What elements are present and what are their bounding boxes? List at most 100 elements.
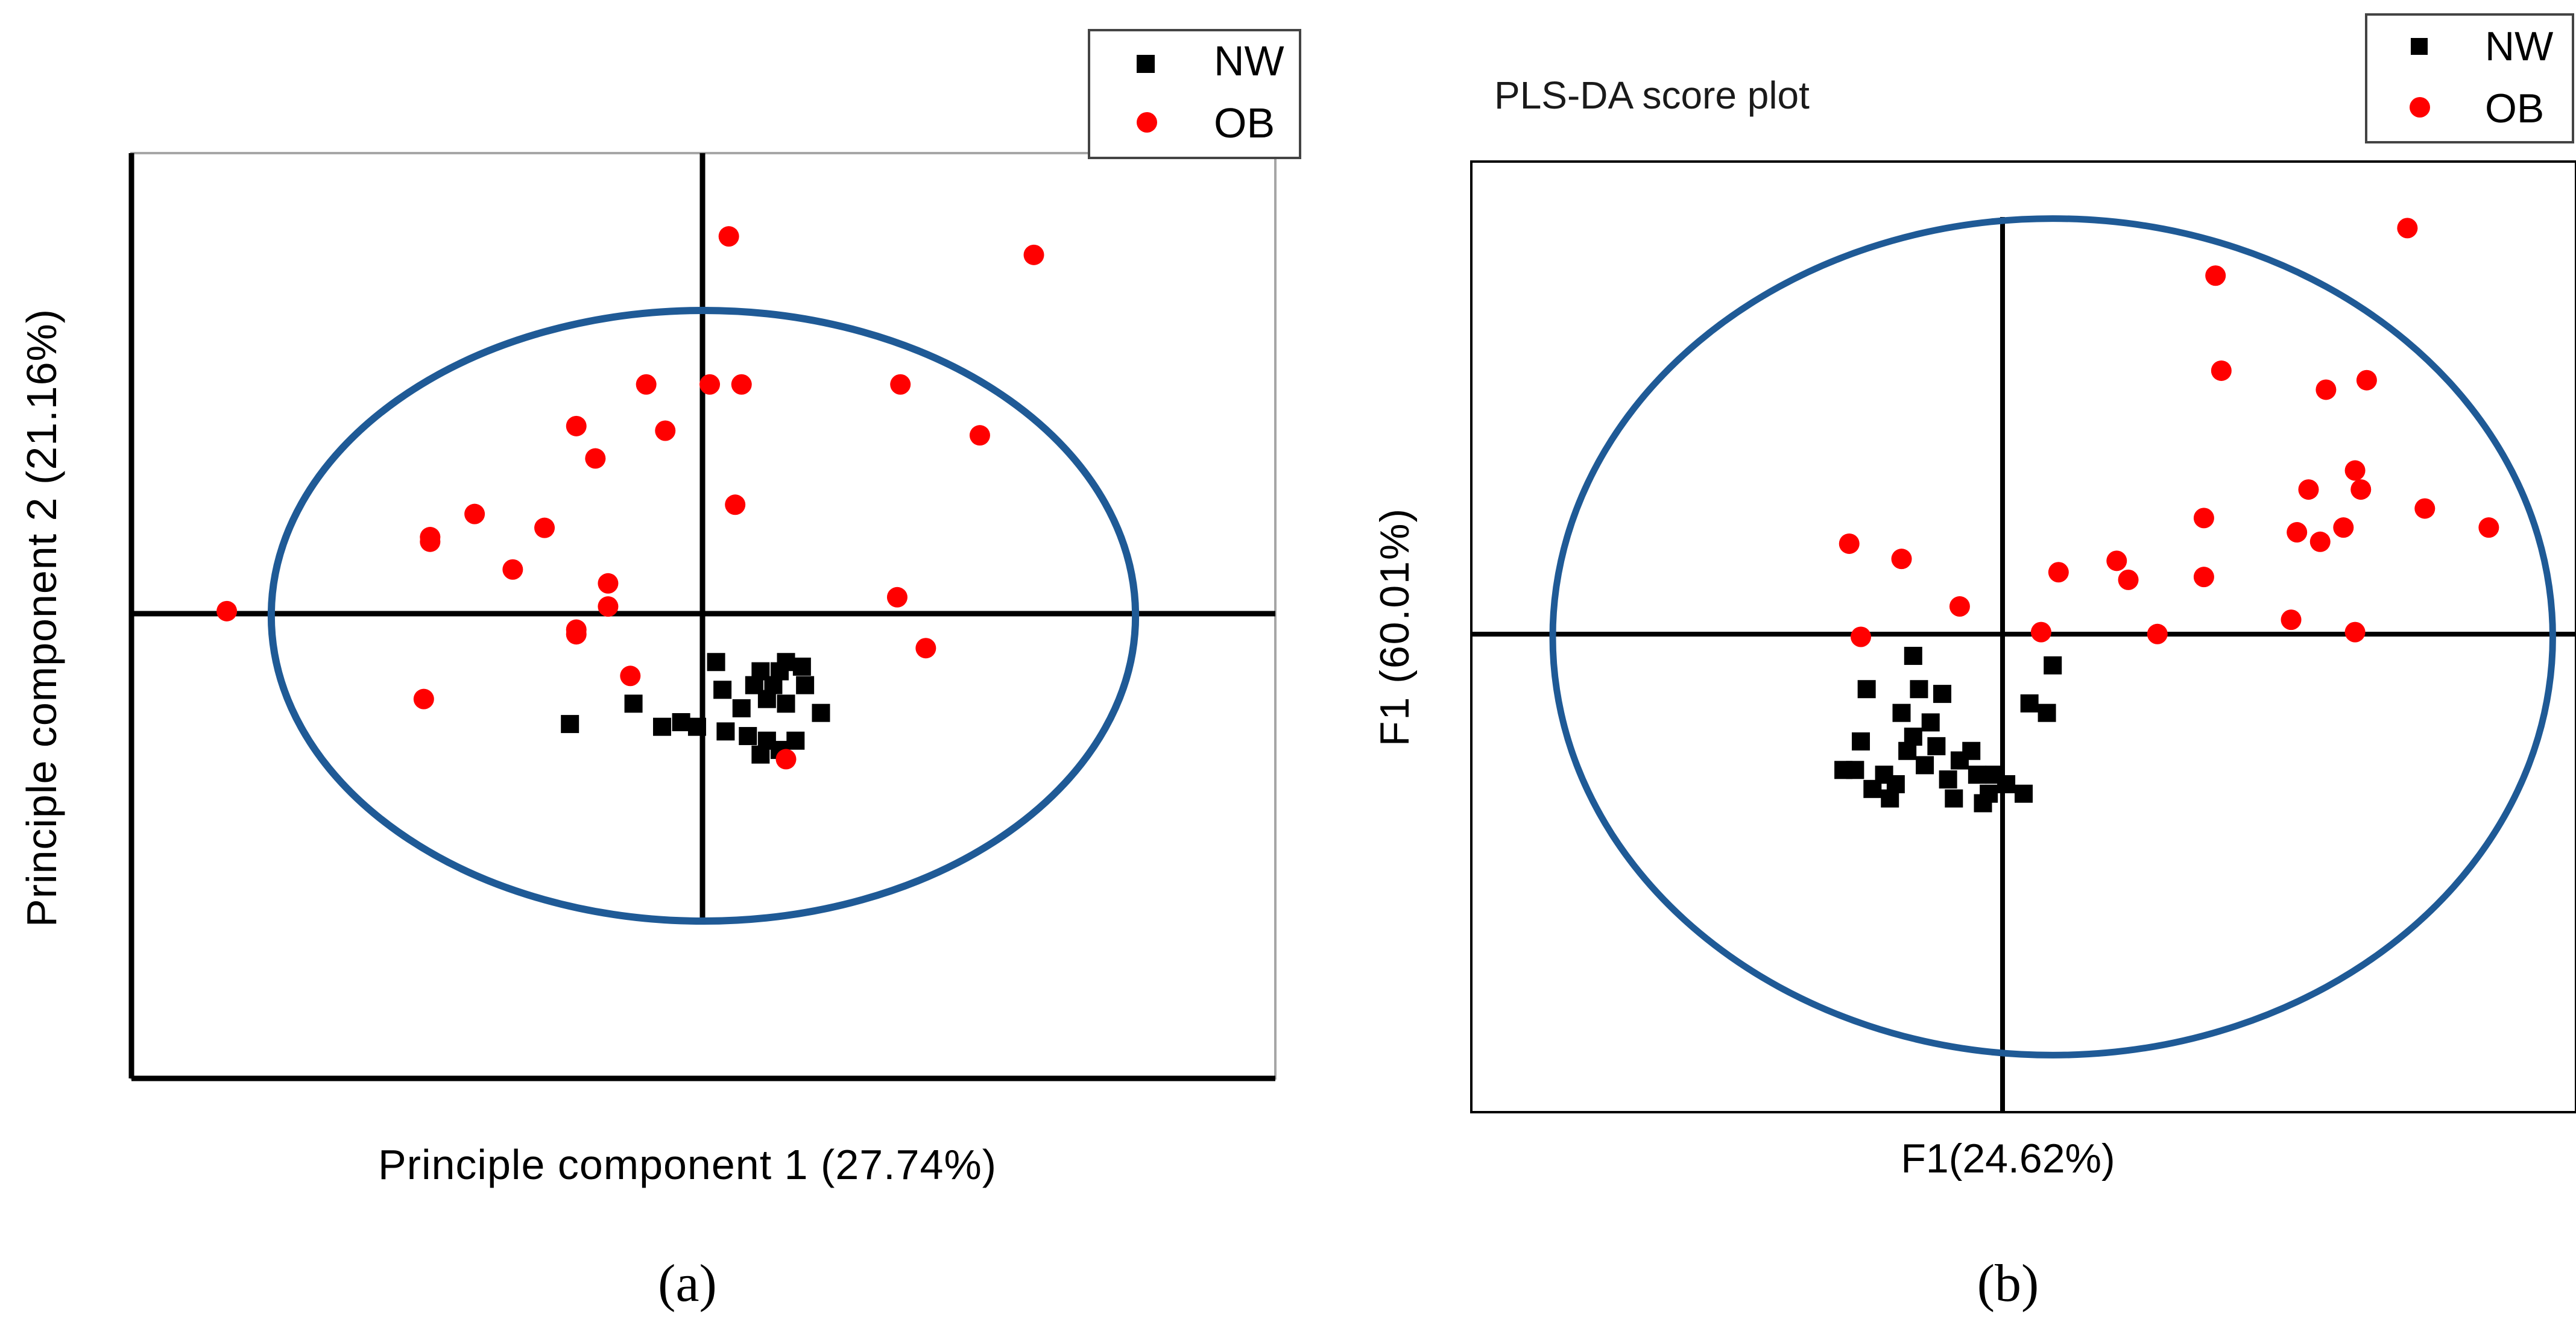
panel-b-ob-point-14 xyxy=(2281,609,2302,631)
panel-b-ob-point-12 xyxy=(2205,265,2226,286)
panel-a-ob-point-13 xyxy=(598,596,619,617)
panel-a-nw-point-4 xyxy=(672,713,690,732)
panel-a-nw-point-2 xyxy=(624,694,643,713)
panel-a-legend-ob-marker xyxy=(1137,112,1157,133)
panel-b-ob-point-21 xyxy=(2344,460,2366,481)
panel-b-caption: (b) xyxy=(1977,1254,2039,1313)
panel-b-nw-point-26 xyxy=(1997,775,2016,793)
panel-b-legend: NW OB xyxy=(2365,13,2574,143)
panel-a-ob-point-21 xyxy=(890,374,911,395)
panel-b-ob-point-13 xyxy=(2211,360,2232,381)
panel-a-nw-point-23 xyxy=(777,694,795,713)
panel-b-data-points xyxy=(1834,218,2499,813)
panel-a-ob-point-20 xyxy=(731,374,752,395)
panel-a-ob-point-23 xyxy=(915,638,936,659)
panel-b-nw-point-30 xyxy=(2044,656,2062,675)
panel-b-ob-point-16 xyxy=(2298,479,2319,500)
panel-b-nw-point-15 xyxy=(1921,713,1940,732)
panel-b-ob-point-10 xyxy=(2193,567,2214,588)
panel-b-legend-ob-label: OB xyxy=(2485,86,2544,131)
panel-b-ob-point-15 xyxy=(2287,522,2308,543)
panel-b-ob-point-7 xyxy=(2106,550,2127,571)
panel-b-y-axis-label: F1 (60.01%) xyxy=(1372,508,1418,746)
panel-b-ob-point-26 xyxy=(2478,517,2499,538)
panel-b-ob-point-3 xyxy=(1891,549,1912,570)
panel-a-ob-point-26 xyxy=(775,749,797,770)
panel-a-ob-point-11 xyxy=(566,624,587,645)
panel-a-nw-point-10 xyxy=(739,727,757,746)
panel-a-nw-point-1 xyxy=(561,715,579,734)
panel-b-x-axis-label: F1(24.62%) xyxy=(1901,1136,2115,1181)
panel-b-ob-point-5 xyxy=(2030,621,2051,643)
panel-b-ob-point-25 xyxy=(2397,218,2418,239)
panel-a-ob-point-12 xyxy=(598,573,619,594)
panel-b-legend-nw-marker xyxy=(2411,38,2428,55)
panel-b-nw-point-27 xyxy=(2015,784,2033,803)
panel-b-nw-point-28 xyxy=(2020,694,2039,713)
panel-b-nw-point-22 xyxy=(1968,766,1986,784)
panel-a-caption: (a) xyxy=(658,1254,717,1313)
panel-b-ob-point-24 xyxy=(2414,498,2436,519)
panel-a-ob-point-25 xyxy=(1023,244,1044,265)
panel-b-legend-ob-marker xyxy=(2410,97,2430,118)
panel-b-ob-point-19 xyxy=(2333,517,2354,538)
panel-b-nw-point-8 xyxy=(1886,775,1905,793)
panel-a-nw-point-6 xyxy=(707,653,725,672)
panel-b-ob-point-6 xyxy=(2048,562,2069,583)
panel-b-ob-point-20 xyxy=(2344,621,2366,643)
panel-a-nw-point-22 xyxy=(764,676,783,694)
panel-a-nw-point-19 xyxy=(796,676,815,694)
panel-a-pca-plot: NW OB Principle component 1 (27.74%) Pri… xyxy=(18,29,1301,1313)
panel-a-nw-point-17 xyxy=(777,653,795,672)
panel-b-ob-point-8 xyxy=(2118,569,2139,590)
panel-a-ob-point-18 xyxy=(718,226,739,247)
panel-a-ob-point-15 xyxy=(636,374,657,395)
panel-a-ob-point-17 xyxy=(699,374,721,395)
panel-a-nw-point-3 xyxy=(652,717,671,736)
panel-a-ob-point-7 xyxy=(534,517,555,538)
panel-a-nw-point-9 xyxy=(716,722,735,741)
panel-b-legend-nw-label: NW xyxy=(2485,24,2553,69)
panel-a-ob-point-4 xyxy=(420,531,441,552)
panel-b-nw-point-19 xyxy=(1945,789,1963,808)
panel-b-title: PLS-DA score plot xyxy=(1494,74,1810,117)
panel-a-legend-ob-label: OB xyxy=(1214,99,1275,146)
panel-a-y-axis-label: Principle component 2 (21.16%) xyxy=(18,309,65,927)
panel-a-x-axis-label: Principle component 1 (27.74%) xyxy=(378,1141,997,1188)
panel-b-ob-point-4 xyxy=(1949,596,1970,617)
panel-a-legend-nw-label: NW xyxy=(1214,37,1284,84)
panel-a-ob-point-16 xyxy=(655,420,676,441)
panel-b-nw-point-18 xyxy=(1939,770,1957,789)
panel-b-ob-point-17 xyxy=(2309,531,2331,552)
panel-b-nw-point-24 xyxy=(1980,784,1998,803)
panel-b-nw-point-11 xyxy=(1904,728,1922,746)
panel-a-ob-point-8 xyxy=(566,415,587,436)
panel-b-nw-point-3 xyxy=(1852,732,1870,750)
panel-a-ob-point-22 xyxy=(886,587,908,608)
panel-b-legend-box xyxy=(2365,13,2574,143)
panel-b-ob-point-11 xyxy=(2193,508,2214,529)
panel-a-ob-point-6 xyxy=(502,559,523,580)
panel-b-nw-point-17 xyxy=(1933,685,1952,703)
panel-a-legend: NW OB xyxy=(1088,29,1301,159)
panel-a-legend-nw-marker xyxy=(1137,55,1155,73)
panel-a-ob-point-5 xyxy=(464,503,485,524)
panel-a-ob-point-1 xyxy=(216,600,238,621)
panel-a-nw-point-24 xyxy=(745,676,763,694)
panel-a-nw-point-7 xyxy=(713,681,732,699)
panel-a-ob-point-9 xyxy=(585,448,606,469)
panel-b-nw-point-21 xyxy=(1962,741,1981,760)
panel-b-ob-point-2 xyxy=(1851,626,1872,647)
panel-a-ob-point-24 xyxy=(969,425,990,446)
panel-a-confidence-ellipse xyxy=(267,306,1140,925)
panel-a-ob-point-19 xyxy=(725,494,746,515)
panel-a-ob-point-2 xyxy=(413,688,434,709)
panel-b-nw-point-2 xyxy=(1846,761,1864,779)
panel-b-confidence-ellipse xyxy=(1549,215,2556,1059)
panel-a-nw-point-5 xyxy=(687,717,706,736)
panel-b-ob-point-22 xyxy=(2350,479,2372,500)
panel-b-nw-point-29 xyxy=(2038,703,2056,722)
panel-b-ob-point-23 xyxy=(2356,370,2377,391)
panel-a-legend-box xyxy=(1088,29,1301,159)
